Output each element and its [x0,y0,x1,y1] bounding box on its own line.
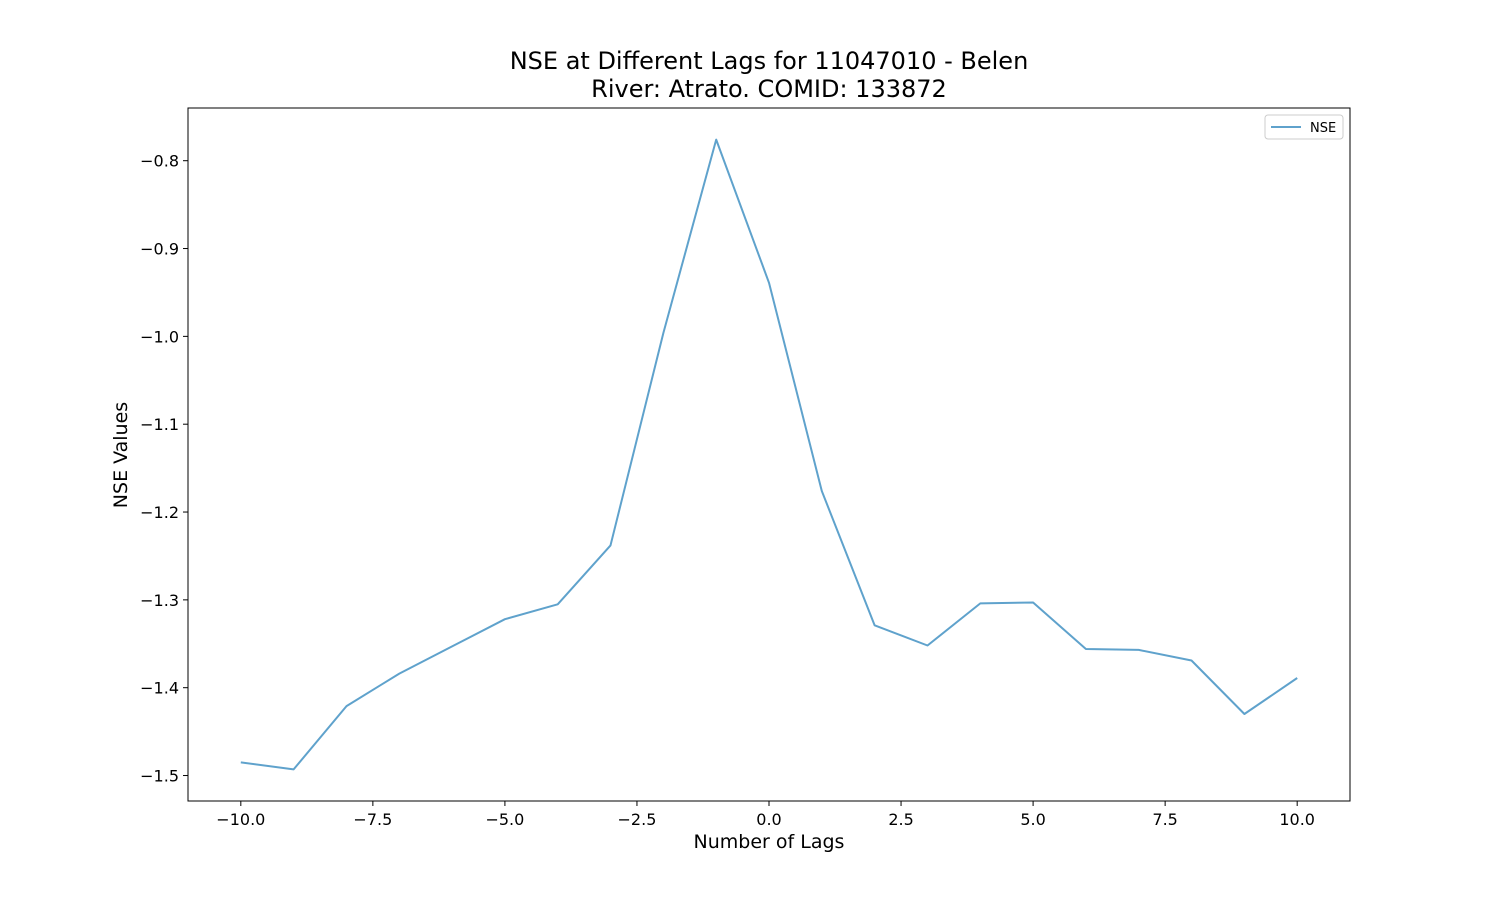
series-line-nse [240,138,1298,771]
chart-subtitle: River: Atrato. COMID: 133872 [591,75,947,103]
x-tick-label: 0.0 [756,810,781,829]
y-tick-label: −1.0 [140,327,179,346]
y-tick-label: −1.1 [140,415,179,434]
x-tick-label: −7.5 [353,810,392,829]
x-tick-label: −10.0 [216,810,265,829]
x-tick-label: −2.5 [618,810,657,829]
x-axis-ticks: −10.0 −7.5 −5.0 −2.5 0.0 2.5 5.0 7.5 10.0 [216,801,1315,829]
x-axis-label: Number of Lags [694,831,845,853]
x-tick-label: 10.0 [1279,810,1315,829]
legend: NSE [1264,114,1344,140]
x-tick-label: −5.0 [485,810,524,829]
y-tick-label: −0.8 [140,152,179,171]
x-tick-label: 5.0 [1020,810,1045,829]
y-tick-label: −0.9 [140,240,179,259]
y-tick-label: −1.3 [140,591,179,610]
y-tick-label: −1.2 [140,503,179,522]
series-layer [240,138,1298,771]
y-axis-ticks: −0.8 −0.9 −1.0 −1.1 −1.2 −1.3 −1.4 −1.5 [140,152,188,786]
x-tick-label: 7.5 [1152,810,1177,829]
x-tick-label: 2.5 [888,810,913,829]
chart-title: NSE at Different Lags for 11047010 - Bel… [509,47,1029,75]
y-tick-label: −1.5 [140,767,179,786]
plot-frame [187,107,1351,802]
legend-box [1264,114,1344,140]
y-axis-label: NSE Values [110,402,132,508]
y-tick-label: −1.4 [140,679,179,698]
legend-label-nse: NSE [1310,121,1336,136]
